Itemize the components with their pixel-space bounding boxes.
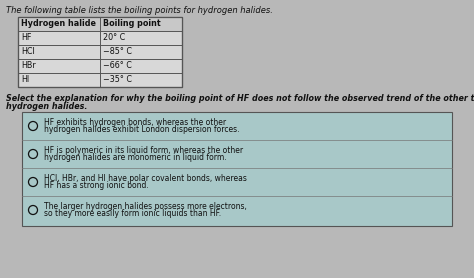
Text: The following table lists the boiling points for hydrogen halides.: The following table lists the boiling po… <box>6 6 273 15</box>
Text: HF: HF <box>21 34 31 43</box>
Text: HF is polymeric in its liquid form, whereas the other: HF is polymeric in its liquid form, wher… <box>44 146 243 155</box>
Bar <box>18 17 182 31</box>
Text: hydrogen halides.: hydrogen halides. <box>6 102 87 111</box>
Text: −66° C: −66° C <box>103 61 132 71</box>
Text: so they more easily form ionic liquids than HF.: so they more easily form ionic liquids t… <box>44 209 221 218</box>
Text: HCl: HCl <box>21 48 35 56</box>
Bar <box>18 17 182 87</box>
Text: −85° C: −85° C <box>103 48 132 56</box>
Text: −35° C: −35° C <box>103 76 132 85</box>
Text: 20° C: 20° C <box>103 34 125 43</box>
Text: HI: HI <box>21 76 29 85</box>
Text: HF exhibits hydrogen bonds, whereas the other: HF exhibits hydrogen bonds, whereas the … <box>44 118 226 127</box>
Text: HF has a strong ionic bond.: HF has a strong ionic bond. <box>44 181 149 190</box>
Bar <box>18 17 182 87</box>
Text: The larger hydrogen halides possess more electrons,: The larger hydrogen halides possess more… <box>44 202 247 211</box>
Text: HBr: HBr <box>21 61 36 71</box>
Text: Hydrogen halide: Hydrogen halide <box>21 19 96 29</box>
Text: Select the explanation for why the boiling point of HF does not follow the obser: Select the explanation for why the boili… <box>6 94 474 103</box>
Bar <box>22 112 452 226</box>
Text: HCl, HBr, and HI have polar covalent bonds, whereas: HCl, HBr, and HI have polar covalent bon… <box>44 174 247 183</box>
Text: hydrogen halides exhibit London dispersion forces.: hydrogen halides exhibit London dispersi… <box>44 125 239 134</box>
Text: hydrogen halides are monomeric in liquid form.: hydrogen halides are monomeric in liquid… <box>44 153 227 162</box>
Text: Boiling point: Boiling point <box>103 19 161 29</box>
